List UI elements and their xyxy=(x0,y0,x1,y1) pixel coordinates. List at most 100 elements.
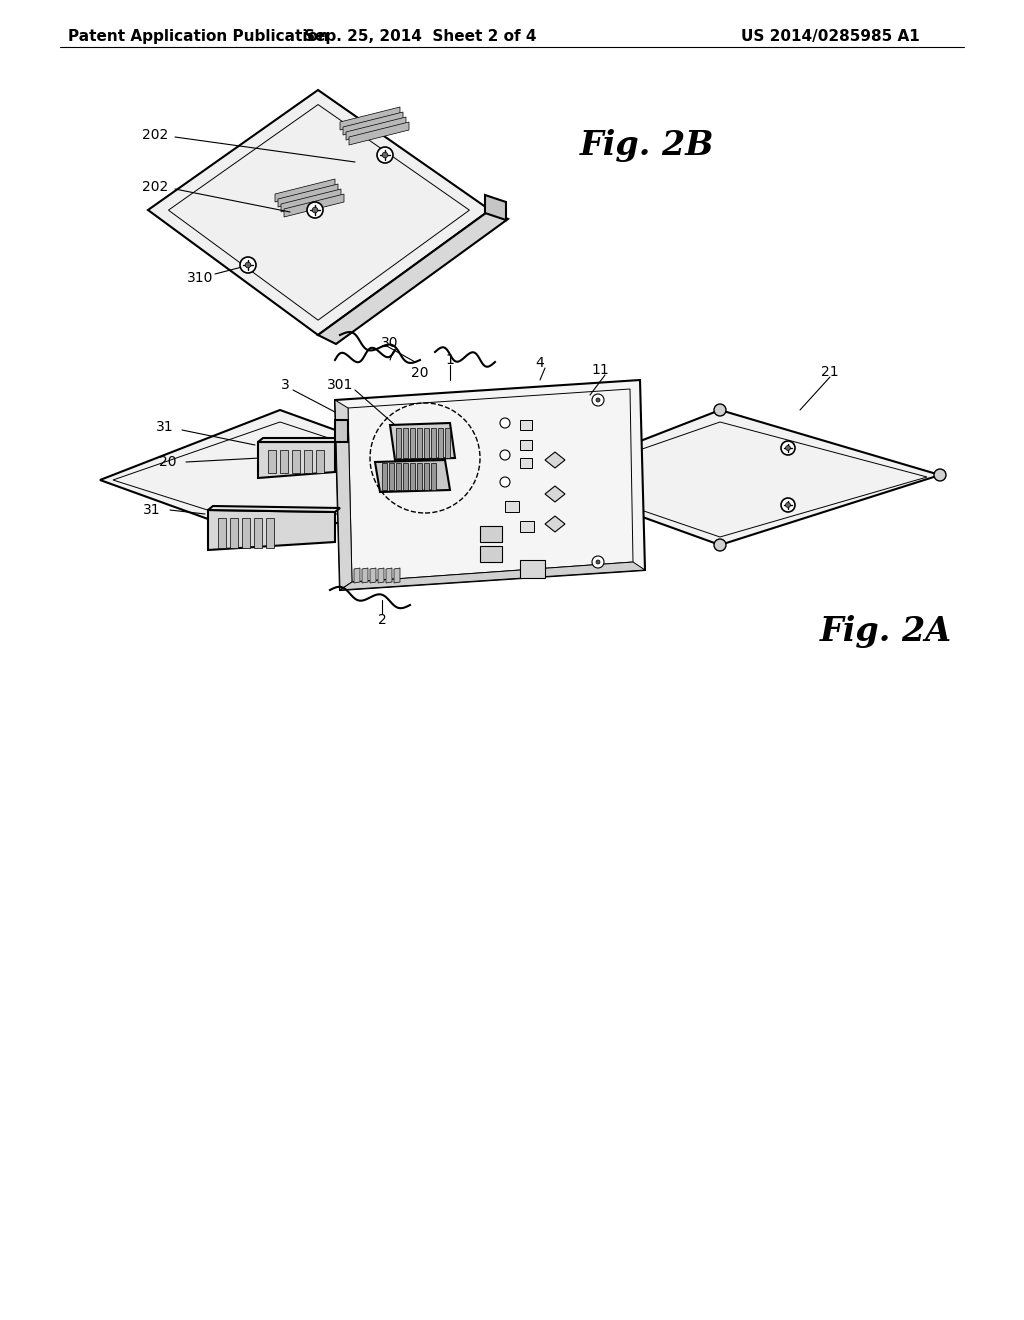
Polygon shape xyxy=(396,463,401,490)
Polygon shape xyxy=(340,562,645,590)
Polygon shape xyxy=(386,568,392,583)
Circle shape xyxy=(377,147,393,162)
Text: 3: 3 xyxy=(281,378,290,392)
Polygon shape xyxy=(268,450,276,473)
Polygon shape xyxy=(424,428,429,458)
Polygon shape xyxy=(275,180,335,202)
Polygon shape xyxy=(545,451,565,469)
Circle shape xyxy=(785,503,791,507)
Polygon shape xyxy=(318,210,508,345)
Polygon shape xyxy=(520,458,532,469)
Text: Fig. 2A: Fig. 2A xyxy=(820,615,952,648)
Polygon shape xyxy=(424,463,429,490)
Text: 301: 301 xyxy=(327,378,353,392)
Polygon shape xyxy=(389,463,394,490)
Polygon shape xyxy=(417,463,422,490)
Text: Sep. 25, 2014  Sheet 2 of 4: Sep. 25, 2014 Sheet 2 of 4 xyxy=(304,29,537,45)
Polygon shape xyxy=(278,183,338,207)
Text: 31: 31 xyxy=(143,503,161,517)
Circle shape xyxy=(934,469,946,480)
Circle shape xyxy=(500,418,510,428)
Text: 202: 202 xyxy=(142,128,168,143)
Circle shape xyxy=(781,498,795,512)
Polygon shape xyxy=(431,463,436,490)
Polygon shape xyxy=(292,450,300,473)
Polygon shape xyxy=(403,463,408,490)
Polygon shape xyxy=(343,112,403,135)
Polygon shape xyxy=(335,420,348,442)
Polygon shape xyxy=(370,568,376,583)
Polygon shape xyxy=(505,502,519,512)
Circle shape xyxy=(245,263,251,268)
Polygon shape xyxy=(438,428,443,458)
Circle shape xyxy=(596,560,600,564)
Polygon shape xyxy=(208,506,340,512)
Polygon shape xyxy=(258,438,340,442)
Polygon shape xyxy=(410,428,415,458)
Polygon shape xyxy=(403,428,408,458)
Polygon shape xyxy=(375,459,450,492)
Circle shape xyxy=(382,152,388,158)
Polygon shape xyxy=(382,463,387,490)
Text: 21: 21 xyxy=(821,366,839,379)
Text: 30: 30 xyxy=(381,337,398,350)
Text: 1: 1 xyxy=(445,352,455,367)
Text: Fig. 2B: Fig. 2B xyxy=(580,128,715,161)
Polygon shape xyxy=(242,517,250,548)
Circle shape xyxy=(781,441,795,455)
Polygon shape xyxy=(410,463,415,490)
Polygon shape xyxy=(520,560,545,578)
Polygon shape xyxy=(480,525,502,543)
Circle shape xyxy=(785,446,791,450)
Polygon shape xyxy=(480,546,502,562)
Text: 20: 20 xyxy=(412,366,429,380)
Polygon shape xyxy=(354,568,360,583)
Polygon shape xyxy=(362,568,368,583)
Polygon shape xyxy=(258,442,335,478)
Polygon shape xyxy=(340,107,400,129)
Polygon shape xyxy=(148,90,490,335)
Polygon shape xyxy=(540,411,940,545)
Polygon shape xyxy=(431,428,436,458)
Polygon shape xyxy=(280,450,288,473)
Polygon shape xyxy=(520,420,532,430)
Text: Patent Application Publication: Patent Application Publication xyxy=(68,29,329,45)
Circle shape xyxy=(500,477,510,487)
Text: 2: 2 xyxy=(378,612,386,627)
Circle shape xyxy=(592,556,604,568)
Circle shape xyxy=(714,404,726,416)
Circle shape xyxy=(312,207,317,213)
Polygon shape xyxy=(417,428,422,458)
Polygon shape xyxy=(445,428,450,458)
Polygon shape xyxy=(335,400,352,590)
Text: 31: 31 xyxy=(157,420,174,434)
Polygon shape xyxy=(100,411,460,545)
Text: 310: 310 xyxy=(186,271,213,285)
Circle shape xyxy=(596,399,600,403)
Polygon shape xyxy=(230,517,238,548)
Polygon shape xyxy=(304,450,312,473)
Text: 4: 4 xyxy=(536,356,545,370)
Text: 202: 202 xyxy=(142,180,168,194)
Text: 20: 20 xyxy=(160,455,177,469)
Polygon shape xyxy=(218,517,226,548)
Polygon shape xyxy=(545,486,565,502)
Polygon shape xyxy=(545,516,565,532)
Polygon shape xyxy=(254,517,262,548)
Polygon shape xyxy=(335,380,645,590)
Polygon shape xyxy=(520,521,534,532)
Polygon shape xyxy=(390,422,455,459)
Polygon shape xyxy=(208,510,335,550)
Polygon shape xyxy=(520,440,532,450)
Polygon shape xyxy=(378,568,384,583)
Polygon shape xyxy=(394,568,400,583)
Polygon shape xyxy=(485,195,506,220)
Circle shape xyxy=(714,539,726,550)
Text: US 2014/0285985 A1: US 2014/0285985 A1 xyxy=(740,29,920,45)
Polygon shape xyxy=(316,450,324,473)
Circle shape xyxy=(240,257,256,273)
Polygon shape xyxy=(349,121,409,145)
Circle shape xyxy=(307,202,323,218)
Polygon shape xyxy=(396,428,401,458)
Polygon shape xyxy=(266,517,274,548)
